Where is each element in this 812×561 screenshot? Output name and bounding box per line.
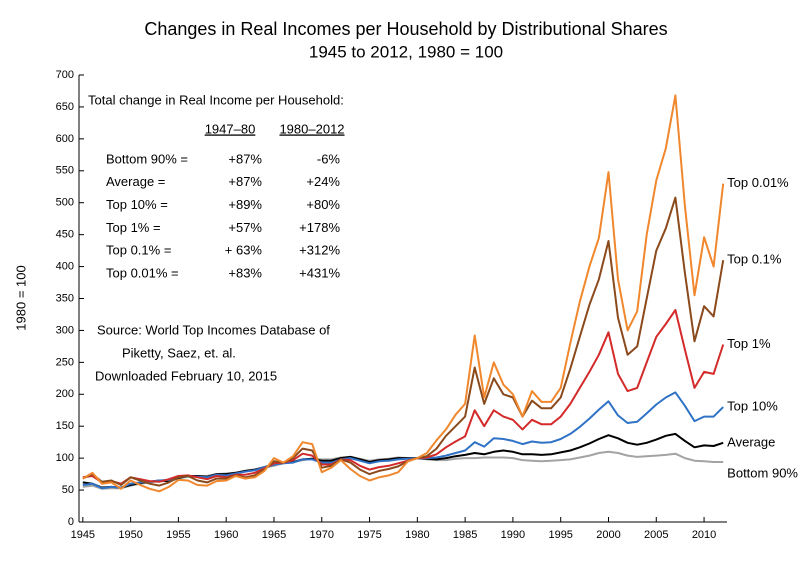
y-tick-label: 200 — [56, 388, 74, 400]
y-tick-label: 50 — [62, 484, 74, 496]
x-tick-label: 1975 — [357, 529, 381, 541]
chart-title: Changes in Real Incomes per Household by… — [144, 19, 667, 39]
y-tick-label: 550 — [56, 165, 74, 177]
summary-value: +24% — [306, 174, 340, 189]
summary-row-label: Top 0.01% = — [106, 265, 179, 280]
y-tick-label: 300 — [56, 324, 74, 336]
summary-value: + 63% — [225, 243, 263, 258]
series-label: Top 0.1% — [727, 252, 782, 267]
source-note: Source: World Top Incomes Database of — [97, 322, 330, 337]
x-tick-label: 1990 — [501, 529, 525, 541]
y-tick-label: 400 — [56, 260, 74, 272]
y-tick-label: 700 — [56, 69, 74, 81]
summary-title: Total change in Real Income per Househol… — [88, 92, 344, 107]
series-label: Top 10% — [727, 398, 778, 413]
summary-value: +57% — [228, 220, 262, 235]
summary-row-label: Bottom 90% = — [106, 151, 188, 166]
x-tick-label: 1950 — [118, 529, 142, 541]
x-tick-label: 2005 — [644, 529, 668, 541]
y-tick-label: 350 — [56, 292, 74, 304]
summary-value: +80% — [306, 197, 340, 212]
y-tick-label: 250 — [56, 356, 74, 368]
summary-value: +312% — [299, 243, 340, 258]
summary-column-header: 1980–2012 — [279, 121, 344, 136]
source-note: Piketty, Saez, et. al. — [122, 345, 236, 360]
y-axis-label: 1980 = 100 — [13, 265, 28, 330]
x-tick-label: 1980 — [405, 529, 429, 541]
summary-row-label: Top 0.1% = — [106, 243, 171, 258]
summary-row-label: Top 1% = — [106, 220, 161, 235]
summary-value: +87% — [228, 151, 262, 166]
x-tick-label: 1945 — [71, 529, 95, 541]
y-tick-label: 450 — [56, 229, 74, 241]
y-tick-label: 650 — [56, 101, 74, 113]
y-tick-label: 150 — [56, 420, 74, 432]
chart-subtitle: 1945 to 2012, 1980 = 100 — [309, 42, 503, 61]
y-tick-label: 500 — [56, 197, 74, 209]
summary-row-label: Top 10% = — [106, 197, 168, 212]
summary-value: +89% — [228, 197, 262, 212]
summary-value: +178% — [299, 220, 340, 235]
x-tick-label: 2010 — [692, 529, 716, 541]
x-tick-label: 1960 — [214, 529, 238, 541]
y-tick-label: 600 — [56, 133, 74, 145]
x-tick-label: 1955 — [166, 529, 190, 541]
x-tick-label: 1995 — [548, 529, 572, 541]
series-label: Top 0.01% — [727, 175, 789, 190]
summary-value: +83% — [228, 265, 262, 280]
x-tick-label: 2000 — [596, 529, 620, 541]
series-label: Bottom 90% — [727, 465, 798, 480]
series-line — [82, 94, 725, 493]
summary-value: -6% — [317, 151, 341, 166]
series-line — [82, 196, 725, 487]
y-tick-label: 100 — [56, 452, 74, 464]
series-label: Average — [727, 434, 775, 449]
x-tick-label: 1965 — [262, 529, 286, 541]
x-tick-label: 1985 — [453, 529, 477, 541]
y-tick-label: 0 — [68, 516, 74, 528]
summary-value: +87% — [228, 174, 262, 189]
x-tick-label: 1970 — [310, 529, 334, 541]
summary-value: +431% — [299, 265, 340, 280]
source-note: Downloaded February 10, 2015 — [95, 368, 277, 383]
summary-row-label: Average = — [106, 174, 165, 189]
summary-column-header: 1947–80 — [205, 121, 256, 136]
series-label: Top 1% — [727, 336, 771, 351]
